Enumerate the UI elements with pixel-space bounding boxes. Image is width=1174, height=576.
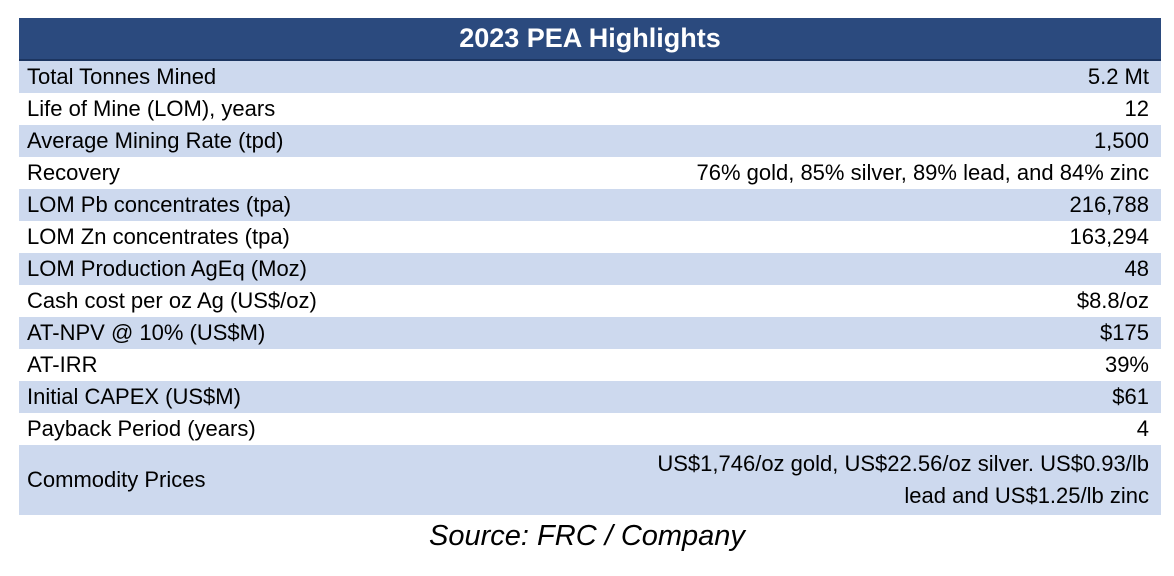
table-row: Life of Mine (LOM), years 12	[19, 93, 1161, 125]
row-label: Payback Period (years)	[27, 416, 256, 441]
table-row: Initial CAPEX (US$M) $61	[19, 381, 1161, 413]
row-value: 76% gold, 85% silver, 89% lead, and 84% …	[696, 160, 1149, 185]
table-row: Total Tonnes Mined 5.2 Mt	[19, 61, 1161, 93]
source-caption: Source: FRC / Company	[429, 520, 745, 552]
row-value: 163,294	[1069, 224, 1149, 249]
table-row: Commodity Prices US$1,746/oz gold, US$22…	[19, 445, 1161, 515]
row-label: Life of Mine (LOM), years	[27, 96, 276, 121]
row-value: $8.8/oz	[1076, 288, 1149, 313]
table-row: AT-NPV @ 10% (US$M) $175	[19, 317, 1161, 349]
row-label: LOM Production AgEq (Moz)	[27, 256, 308, 281]
row-label: Total Tonnes Mined	[27, 64, 217, 89]
row-label: Cash cost per oz Ag (US$/oz)	[27, 288, 317, 313]
row-label: Recovery	[27, 160, 120, 185]
row-value: 5.2 Mt	[1087, 64, 1149, 89]
row-label: AT-IRR	[27, 352, 98, 377]
row-value: 48	[1124, 256, 1149, 281]
table-row: Average Mining Rate (tpd) 1,500	[19, 125, 1161, 157]
table-row: LOM Production AgEq (Moz) 48	[19, 253, 1161, 285]
table-row: AT-IRR 39%	[19, 349, 1161, 381]
table-row: Recovery 76% gold, 85% silver, 89% lead,…	[19, 157, 1161, 189]
row-value: 1,500	[1093, 128, 1149, 153]
table-row: Cash cost per oz Ag (US$/oz) $8.8/oz	[19, 285, 1161, 317]
row-value: 12	[1124, 96, 1149, 121]
table-row: LOM Zn concentrates (tpa) 163,294	[19, 221, 1161, 253]
pea-highlights-table: 2023 PEA Highlights Total Tonnes Mined 5…	[19, 18, 1161, 515]
row-value: $61	[1112, 384, 1149, 409]
row-value: US$1,746/oz gold, US$22.56/oz silver. US…	[657, 451, 1149, 508]
table-row: LOM Pb concentrates (tpa) 216,788	[19, 189, 1161, 221]
row-label: AT-NPV @ 10% (US$M)	[27, 320, 266, 345]
row-label: LOM Pb concentrates (tpa)	[27, 192, 292, 217]
row-value: 39%	[1104, 352, 1149, 377]
row-label: LOM Zn concentrates (tpa)	[27, 224, 290, 249]
row-label: Average Mining Rate (tpd)	[27, 128, 284, 153]
table-row: Payback Period (years) 4	[19, 413, 1161, 445]
table-title: 2023 PEA Highlights	[19, 18, 1161, 61]
row-label: Commodity Prices	[27, 467, 206, 492]
row-label: Initial CAPEX (US$M)	[27, 384, 241, 409]
row-value: 216,788	[1069, 192, 1149, 217]
row-value: 4	[1136, 416, 1149, 441]
row-value: $175	[1100, 320, 1149, 345]
